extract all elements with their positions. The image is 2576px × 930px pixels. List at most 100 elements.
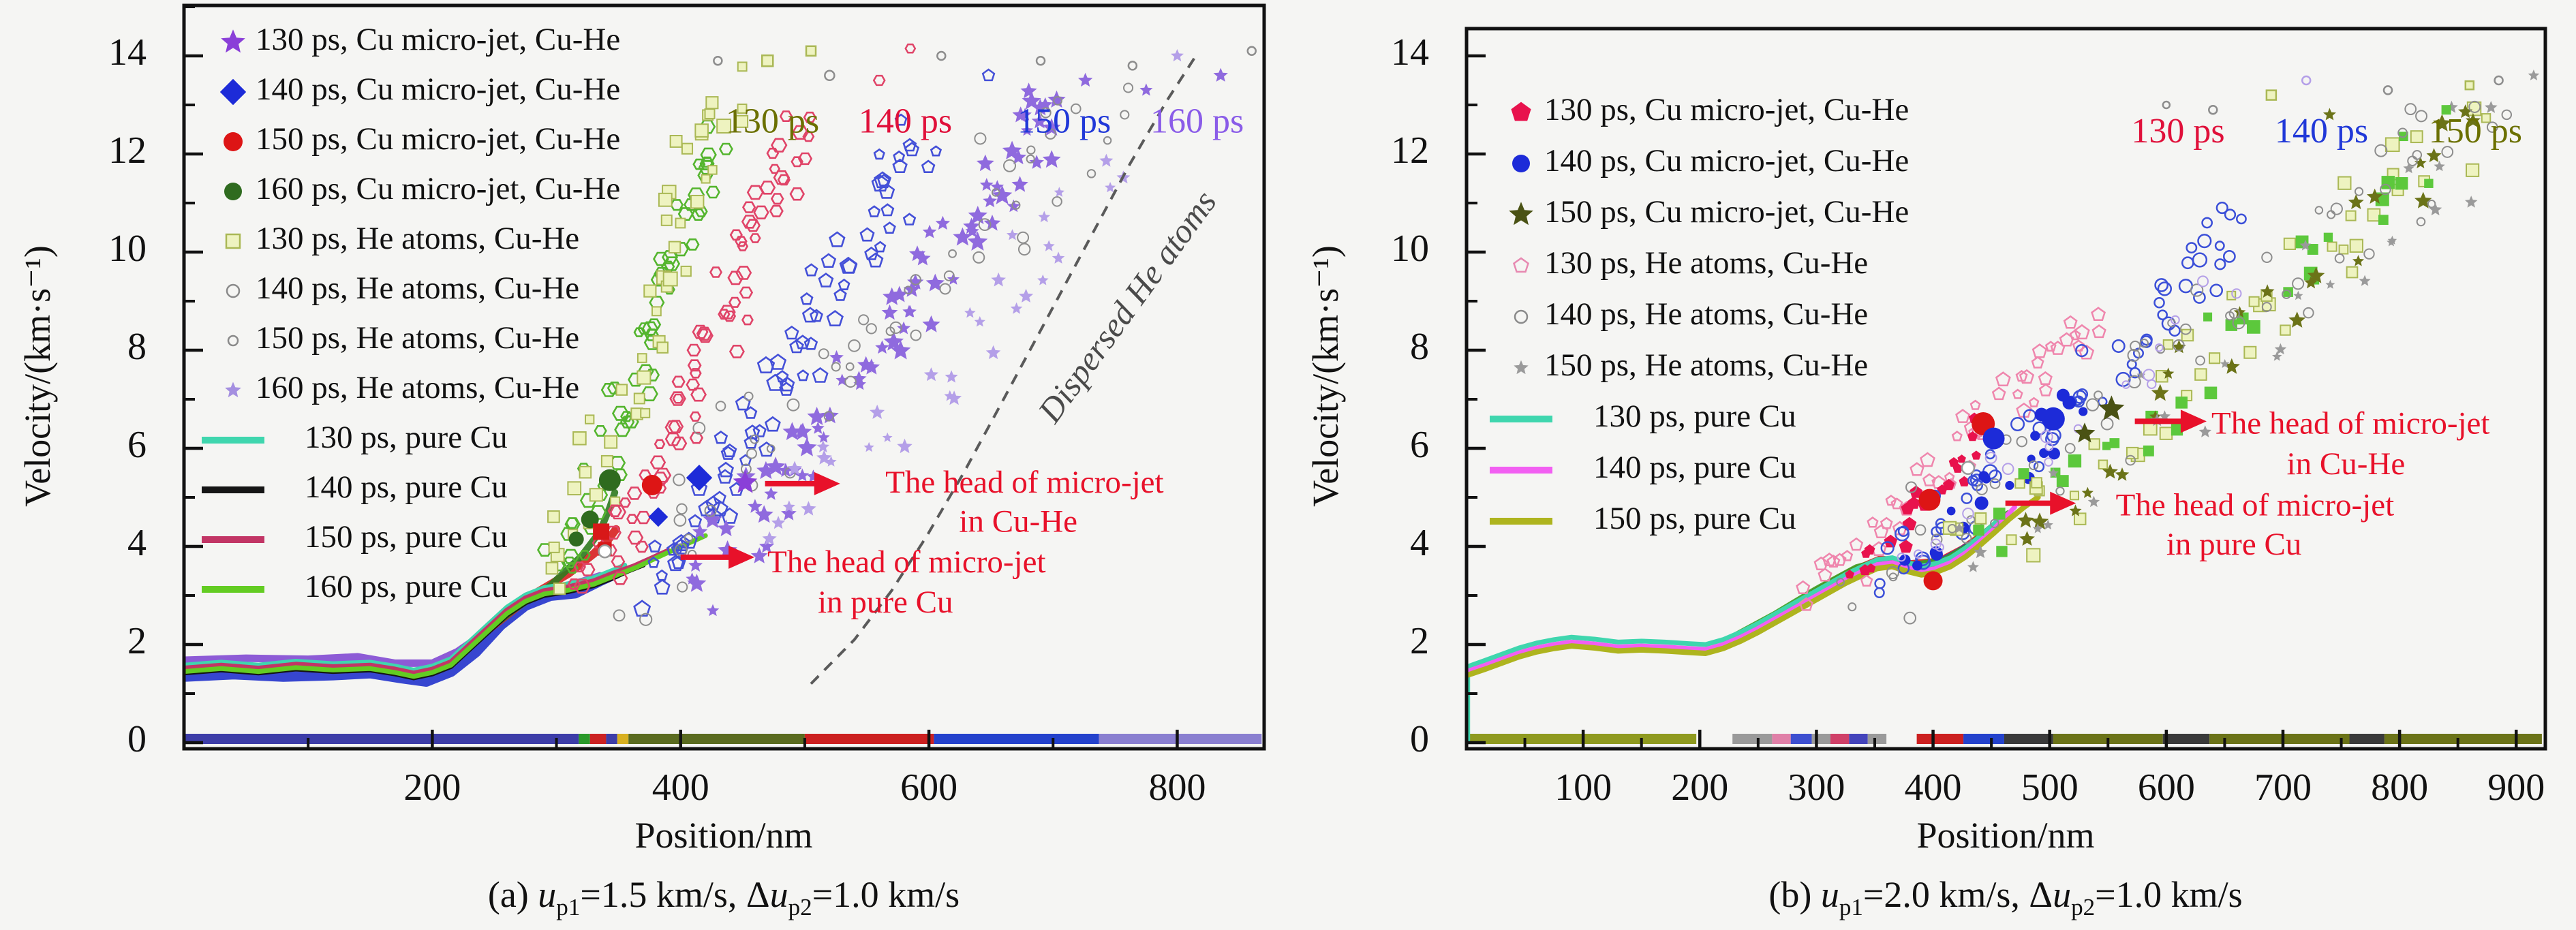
marker-circle <box>641 475 662 495</box>
marker-star <box>1052 251 1065 264</box>
marker-circle <box>2380 183 2391 196</box>
zero-velocity-band <box>579 734 590 744</box>
legend-label: 150 ps, He atoms, Cu-He <box>256 320 579 356</box>
marker-star <box>983 215 1001 231</box>
marker-pentagon <box>1957 454 1966 463</box>
marker-pentagon <box>1871 541 1887 556</box>
marker-hexagon <box>729 229 743 241</box>
legend-label: 130 ps, He atoms, Cu-He <box>256 221 579 256</box>
time-label: 130 ps <box>726 102 819 141</box>
marker-star <box>2359 275 2371 286</box>
marker-square <box>2171 424 2183 436</box>
marker-circle <box>1914 549 1923 559</box>
marker-pentagon <box>1841 550 1854 561</box>
marker-pentagon <box>883 221 896 234</box>
marker-pentagon <box>769 353 787 370</box>
marker-circle <box>1002 159 1017 172</box>
marker-hexagon <box>580 563 596 576</box>
marker-circle <box>1974 496 1989 510</box>
marker-star <box>965 224 979 238</box>
marker-pentagon <box>766 373 784 391</box>
marker-pentagon <box>1867 516 1879 528</box>
legend-label: 150 ps, He atoms, Cu-He <box>1544 347 1868 383</box>
marker-star <box>1031 98 1049 116</box>
marker-star <box>2260 284 2275 298</box>
marker-square <box>1974 512 1987 525</box>
marker-star <box>2098 395 2125 420</box>
marker-circle <box>2115 371 2131 387</box>
time-label: 160 ps <box>1150 102 1244 141</box>
marker-square <box>600 454 613 467</box>
marker-hexagon <box>770 193 784 205</box>
marker-star <box>925 273 945 292</box>
marker-hexagon <box>737 241 749 251</box>
marker-square <box>2069 491 2080 501</box>
marker-pentagon <box>2028 397 2040 407</box>
marker-circle <box>2190 283 2204 297</box>
marker-circle <box>2154 278 2169 292</box>
marker-hexagon <box>770 138 788 153</box>
marker-square <box>2159 427 2173 440</box>
marker-circle <box>1895 526 1910 542</box>
marker-circle <box>1880 541 1895 555</box>
marker-star <box>1105 182 1116 193</box>
annotation-text: The head of micro-jet <box>885 465 1163 500</box>
marker-circle <box>1873 587 1885 598</box>
marker-circle <box>1976 483 1988 495</box>
marker-square <box>660 214 673 226</box>
marker-square <box>2283 237 2297 250</box>
marker-pentagon <box>758 441 775 457</box>
marker-pentagon <box>672 533 690 552</box>
legend-label: 140 ps, Cu micro-jet, Cu-He <box>1544 143 1909 179</box>
marker-hexagon <box>696 326 713 341</box>
marker-pentagon <box>743 406 758 419</box>
marker-circle <box>2416 217 2426 227</box>
marker-pentagon <box>1951 431 1963 441</box>
marker-circle <box>2079 407 2088 416</box>
marker-hexagon <box>729 344 745 358</box>
marker-pentagon <box>1920 452 1935 467</box>
x-tick-label: 700 <box>2254 766 2312 809</box>
marker-star <box>2387 235 2397 245</box>
marker-star <box>1099 153 1114 167</box>
marker-square <box>2209 352 2221 365</box>
marker-circle <box>2157 281 2173 296</box>
marker-square <box>2026 548 2041 563</box>
marker-star <box>983 193 998 208</box>
y-tick-label: 10 <box>1391 228 1429 270</box>
marker-star <box>947 390 962 405</box>
marker-circle <box>2261 302 2272 313</box>
marker-star <box>853 377 866 390</box>
marker-pentagon <box>800 292 814 305</box>
marker-pentagon <box>801 307 819 323</box>
marker-hexagon <box>759 181 776 195</box>
marker-star <box>2151 384 2169 401</box>
marker-square <box>593 523 610 540</box>
marker-star <box>829 350 844 364</box>
marker-circle <box>2196 275 2209 288</box>
marker-star <box>1037 274 1049 285</box>
marker-circle <box>598 469 621 491</box>
x-tick-label: 300 <box>1788 766 1845 809</box>
marker-star <box>890 340 911 360</box>
marker-circle <box>2303 307 2314 319</box>
marker-pentagon <box>930 145 942 157</box>
marker-star <box>1022 91 1041 110</box>
marker-star <box>985 345 1001 360</box>
zero-velocity-band <box>934 734 1099 744</box>
marker-hexagon <box>607 504 622 518</box>
x-tick-label: 500 <box>2021 766 2079 809</box>
marker-pentagon <box>1910 462 1925 476</box>
marker-star <box>2465 112 2481 127</box>
marker-square <box>2381 176 2395 189</box>
marker-square <box>2143 445 2154 456</box>
marker-square <box>656 341 669 354</box>
marker-pentagon <box>1860 574 1873 587</box>
marker-pentagon <box>2038 371 2053 385</box>
marker-circle <box>2056 388 2070 402</box>
marker-circle <box>2232 316 2245 330</box>
legend-label: 150 ps, pure Cu <box>305 519 508 555</box>
marker-circle <box>2125 454 2136 466</box>
pure-cu-line <box>184 533 708 679</box>
marker-square <box>2102 441 2111 450</box>
